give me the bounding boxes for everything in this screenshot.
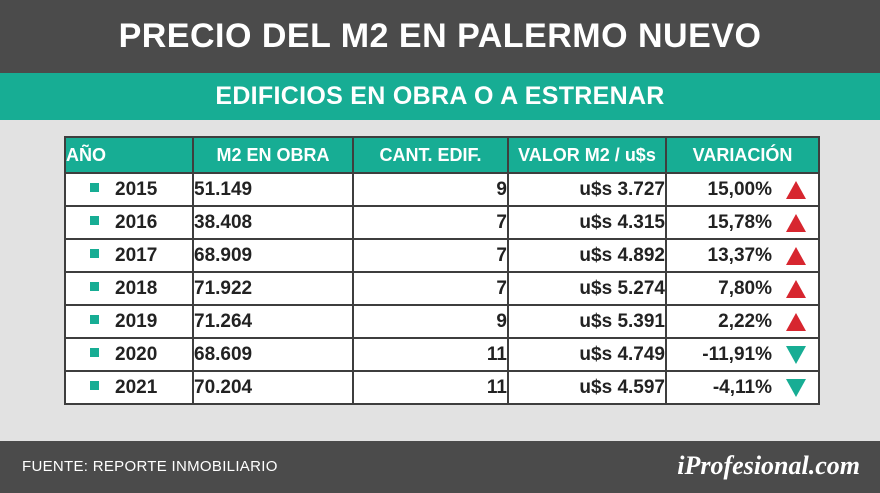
- cell-variacion: 15,00%: [665, 172, 820, 207]
- year-label: 2015: [115, 178, 158, 200]
- source-note: FUENTE: REPORTE INMOBILIARIO: [22, 458, 278, 475]
- column-header-variacion: VARIACIÓN: [665, 136, 820, 174]
- variacion-value: 15,00%: [707, 178, 772, 200]
- cell-year: 2016: [64, 205, 194, 240]
- column-header-year: AÑO: [64, 136, 194, 174]
- triangle-up-icon: [786, 213, 806, 232]
- year-label: 2019: [115, 310, 158, 332]
- cell-year: 2018: [64, 271, 194, 306]
- year-label: 2016: [115, 211, 158, 233]
- brand-logo: iProfesional.com: [677, 451, 860, 480]
- cell-valor-m2: u$s 5.391: [507, 304, 667, 339]
- cell-valor-m2: u$s 3.727: [507, 172, 667, 207]
- cell-cant-edif: 11: [352, 370, 509, 405]
- page-subtitle: EDIFICIOS EN OBRA O A ESTRENAR: [215, 82, 665, 110]
- year-label: 2021: [115, 376, 158, 398]
- cell-cant-edif: 7: [352, 205, 509, 240]
- table-header-row: AÑO M2 EN OBRA CANT. EDIF. VALOR M2 / u$…: [64, 136, 820, 174]
- variacion-value: -4,11%: [712, 376, 772, 398]
- cell-year: 2015: [64, 172, 194, 207]
- cell-year: 2021: [64, 370, 194, 405]
- cell-variacion: 2,22%: [665, 304, 820, 339]
- table-row: 2017 68.909 7 u$s 4.892 13,37%: [64, 238, 820, 273]
- bullet-square-icon: [90, 347, 99, 357]
- cell-cant-edif: 7: [352, 238, 509, 273]
- bullet-square-icon: [90, 215, 99, 225]
- table-row: 2021 70.204 11 u$s 4.597 -4,11%: [64, 370, 820, 405]
- cell-cant-edif: 7: [352, 271, 509, 306]
- price-table: AÑO M2 EN OBRA CANT. EDIF. VALOR M2 / u$…: [64, 136, 820, 405]
- triangle-up-icon: [786, 312, 806, 331]
- year-label: 2018: [115, 277, 158, 299]
- cell-valor-m2: u$s 5.274: [507, 271, 667, 306]
- triangle-up-icon: [786, 246, 806, 265]
- bullet-square-icon: [90, 314, 99, 324]
- table-row: 2020 68.609 11 u$s 4.749 -11,91%: [64, 337, 820, 372]
- triangle-up-icon: [786, 180, 806, 199]
- cell-m2-en-obra: 68.609: [192, 337, 354, 372]
- cell-year: 2020: [64, 337, 194, 372]
- table-row: 2015 51.149 9 u$s 3.727 15,00%: [64, 172, 820, 207]
- column-header-valor: VALOR M2 / u$s: [507, 136, 667, 174]
- column-header-cant: CANT. EDIF.: [352, 136, 509, 174]
- title-bar: PRECIO DEL M2 EN PALERMO NUEVO: [0, 0, 880, 73]
- cell-variacion: 15,78%: [665, 205, 820, 240]
- cell-m2-en-obra: 71.264: [192, 304, 354, 339]
- cell-m2-en-obra: 70.204: [192, 370, 354, 405]
- cell-valor-m2: u$s 4.749: [507, 337, 667, 372]
- cell-variacion: -4,11%: [665, 370, 820, 405]
- bullet-square-icon: [90, 380, 99, 390]
- triangle-up-icon: [786, 279, 806, 298]
- cell-cant-edif: 9: [352, 172, 509, 207]
- footer-bar: FUENTE: REPORTE INMOBILIARIO iProfesiona…: [0, 441, 880, 493]
- cell-year: 2019: [64, 304, 194, 339]
- table-row: 2019 71.264 9 u$s 5.391 2,22%: [64, 304, 820, 339]
- table-row: 2016 38.408 7 u$s 4.315 15,78%: [64, 205, 820, 240]
- cell-m2-en-obra: 68.909: [192, 238, 354, 273]
- page-title: PRECIO DEL M2 EN PALERMO NUEVO: [118, 17, 762, 55]
- triangle-down-icon: [786, 378, 806, 397]
- cell-valor-m2: u$s 4.597: [507, 370, 667, 405]
- cell-m2-en-obra: 38.408: [192, 205, 354, 240]
- cell-variacion: -11,91%: [665, 337, 820, 372]
- variacion-value: 13,37%: [707, 244, 772, 266]
- cell-m2-en-obra: 71.922: [192, 271, 354, 306]
- cell-year: 2017: [64, 238, 194, 273]
- cell-cant-edif: 11: [352, 337, 509, 372]
- subtitle-bar: EDIFICIOS EN OBRA O A ESTRENAR: [0, 73, 880, 120]
- variacion-value: 2,22%: [718, 310, 772, 332]
- column-header-m2: M2 EN OBRA: [192, 136, 354, 174]
- bullet-square-icon: [90, 248, 99, 258]
- table-row: 2018 71.922 7 u$s 5.274 7,80%: [64, 271, 820, 306]
- variacion-value: 7,80%: [718, 277, 772, 299]
- cell-m2-en-obra: 51.149: [192, 172, 354, 207]
- bullet-square-icon: [90, 182, 99, 192]
- year-label: 2020: [115, 343, 158, 365]
- cell-valor-m2: u$s 4.315: [507, 205, 667, 240]
- triangle-down-icon: [786, 345, 806, 364]
- cell-variacion: 13,37%: [665, 238, 820, 273]
- variacion-value: -11,91%: [702, 343, 772, 365]
- bullet-square-icon: [90, 281, 99, 291]
- cell-cant-edif: 9: [352, 304, 509, 339]
- variacion-value: 15,78%: [707, 211, 772, 233]
- cell-variacion: 7,80%: [665, 271, 820, 306]
- year-label: 2017: [115, 244, 158, 266]
- cell-valor-m2: u$s 4.892: [507, 238, 667, 273]
- table-body: 2015 51.149 9 u$s 3.727 15,00% 2016 38.408 7 u$s…: [64, 172, 820, 405]
